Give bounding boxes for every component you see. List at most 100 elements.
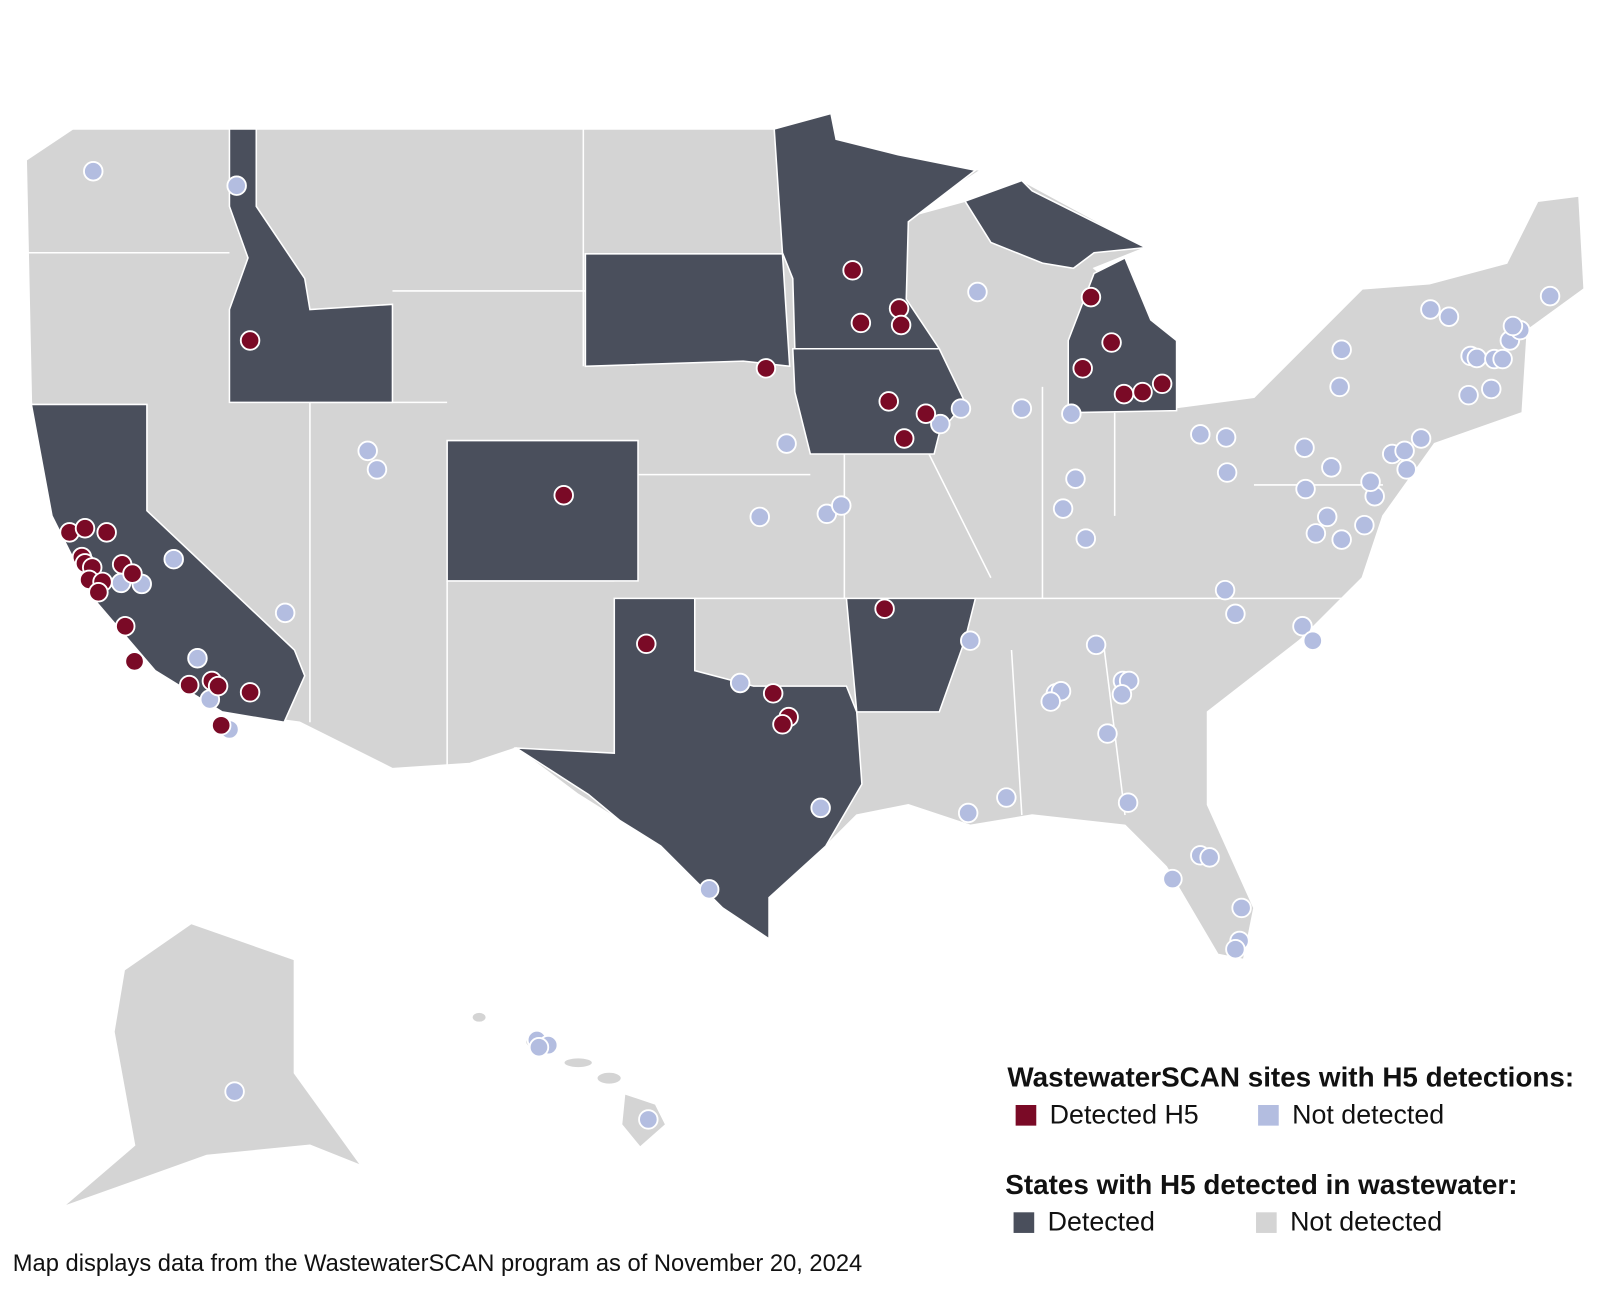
michigan-upper <box>963 179 1149 270</box>
site-not-detected <box>1295 478 1316 500</box>
site-not-detected <box>957 802 979 824</box>
site-not-detected <box>1360 471 1381 493</box>
site-detected <box>890 314 912 336</box>
site-not-detected <box>1394 440 1415 462</box>
site-not-detected <box>274 602 296 624</box>
site-not-detected <box>996 787 1017 808</box>
site-not-detected <box>224 1081 245 1102</box>
site-not-detected <box>1052 498 1074 519</box>
idaho <box>228 128 394 404</box>
site-not-detected <box>1065 468 1086 489</box>
site-detected <box>1072 358 1093 379</box>
colorado <box>446 439 639 582</box>
site-not-detected <box>1225 938 1246 960</box>
site-not-detected <box>1117 792 1139 813</box>
legend-swatch <box>1258 1105 1279 1126</box>
site-detected <box>239 330 261 351</box>
caption: Map displays data from the WastewaterSCA… <box>13 1251 862 1277</box>
site-detected <box>850 312 872 334</box>
legend-item: Detected <box>1048 1207 1155 1237</box>
site-not-detected <box>1040 691 1061 712</box>
site-not-detected <box>1331 339 1352 360</box>
site-not-detected <box>528 1037 550 1058</box>
site-detected <box>1080 286 1102 308</box>
south-dakota <box>584 253 791 368</box>
site-detected <box>178 674 200 696</box>
site-not-detected <box>1458 384 1479 406</box>
site-not-detected <box>1302 630 1323 651</box>
arkansas <box>845 597 977 713</box>
site-not-detected <box>967 281 988 303</box>
site-not-detected <box>930 413 951 435</box>
site-not-detected <box>1225 603 1246 625</box>
site-not-detected <box>1466 347 1488 369</box>
site-not-detected <box>1231 897 1252 919</box>
legend-item: Not detected <box>1290 1207 1442 1237</box>
site-detected <box>1101 332 1122 353</box>
site-not-detected <box>1214 579 1236 601</box>
site-detected <box>553 485 574 506</box>
site-detected <box>115 616 136 637</box>
site-not-detected <box>1502 315 1524 337</box>
site-detected <box>874 598 895 619</box>
site-not-detected <box>1190 424 1211 445</box>
site-not-detected <box>960 630 981 651</box>
site-not-detected <box>357 440 378 462</box>
site-not-detected <box>366 459 388 480</box>
state-shapes <box>25 112 1585 1208</box>
site-not-detected <box>1294 437 1315 458</box>
site-detected <box>915 403 937 424</box>
legend-title: WastewaterSCAN sites with H5 detections: <box>1007 1062 1574 1093</box>
site-not-detected <box>83 161 104 182</box>
site-detected <box>96 522 117 543</box>
site-detected <box>878 391 899 412</box>
site-detected <box>210 715 232 736</box>
site-not-detected <box>1410 428 1432 449</box>
site-detected <box>207 675 229 697</box>
site-detected <box>893 428 915 449</box>
legend-swatch <box>1013 1212 1035 1233</box>
site-not-detected <box>1199 847 1220 868</box>
site-not-detected <box>1111 684 1133 705</box>
site-not-detected <box>1481 378 1502 400</box>
site-not-detected <box>1539 285 1561 307</box>
site-not-detected <box>1354 514 1375 536</box>
site-not-detected <box>187 648 208 669</box>
site-detected <box>124 651 145 672</box>
site-detected <box>636 633 657 655</box>
site-not-detected <box>1331 529 1352 550</box>
site-not-detected <box>1216 462 1238 483</box>
site-not-detected <box>1097 723 1118 744</box>
legend-swatch <box>1256 1212 1277 1233</box>
site-not-detected <box>1317 506 1338 528</box>
minnesota <box>773 112 978 350</box>
site-detected <box>755 358 777 379</box>
site-not-detected <box>1420 299 1441 320</box>
site-detected <box>762 683 784 704</box>
site-not-detected <box>1329 376 1350 398</box>
site-detected <box>1151 373 1173 395</box>
legend-item: Not detected <box>1292 1099 1444 1129</box>
site-not-detected <box>1396 459 1417 480</box>
site-not-detected <box>729 672 751 694</box>
alaska <box>61 922 364 1208</box>
site-detected <box>122 563 143 584</box>
site-detected <box>1113 383 1135 405</box>
site-not-detected <box>163 548 184 570</box>
site-not-detected <box>1321 457 1342 478</box>
site-not-detected <box>1061 403 1082 424</box>
legend-title: States with H5 detected in wastewater: <box>1005 1169 1517 1200</box>
legend-swatch <box>1015 1105 1037 1126</box>
hawaii <box>471 1011 667 1149</box>
site-not-detected <box>638 1109 659 1130</box>
site-not-detected <box>1011 398 1033 419</box>
site-not-detected <box>1215 427 1237 448</box>
site-not-detected <box>1305 523 1327 544</box>
legend-item: Detected H5 <box>1050 1099 1199 1129</box>
site-dots <box>59 161 1561 1130</box>
site-not-detected <box>1492 348 1513 370</box>
site-detected <box>842 260 863 281</box>
site-detected <box>888 298 910 319</box>
site-not-detected <box>776 433 797 454</box>
